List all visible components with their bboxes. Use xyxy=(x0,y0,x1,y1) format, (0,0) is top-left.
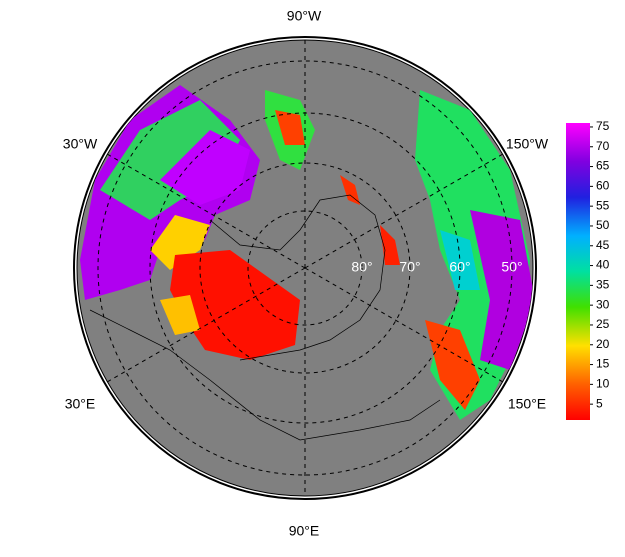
graticule xyxy=(97,40,513,496)
colorbar-tick-label: 50 xyxy=(596,218,610,232)
sea-ice-field xyxy=(80,85,533,420)
colorbar-tick-label: 40 xyxy=(596,258,610,272)
colorbar-tick-label: 10 xyxy=(596,377,610,391)
longitude-labels: 90°W 30°W 150°W 30°E 150°E 90°E xyxy=(63,8,549,539)
colorbar-tick-label: 65 xyxy=(596,159,610,173)
colorbar-tick-label: 60 xyxy=(596,179,610,193)
coastlines xyxy=(89,194,441,441)
longitude-label: 90°W xyxy=(287,8,322,24)
longitude-label: 30°E xyxy=(65,396,96,412)
latitude-label: 50° xyxy=(501,259,522,275)
colorbar-tick-label: 35 xyxy=(596,278,610,292)
latitude-label: 60° xyxy=(449,259,470,275)
colorbar-tick-label: 5 xyxy=(596,396,603,410)
colorbar-tick-label: 20 xyxy=(596,337,610,351)
colorbar-tick-label: 75 xyxy=(596,119,610,133)
colorbar-tick-label: 30 xyxy=(596,297,610,311)
latitude-label: 70° xyxy=(399,259,420,275)
colorbar-gradient xyxy=(566,123,590,420)
latitude-label: 80° xyxy=(351,259,372,275)
polar-map xyxy=(73,36,537,500)
latitude-labels: 80° 70° 60° 50° xyxy=(351,259,522,275)
colorbar-tick-label: 55 xyxy=(596,198,610,212)
colorbar-tick-label: 45 xyxy=(596,238,610,252)
colorbar: 5 10 15 20 25 30 35 40 45 50 55 60 65 70 75 xyxy=(566,119,610,420)
longitude-label: 90°E xyxy=(289,523,320,539)
longitude-label: 150°W xyxy=(506,136,549,152)
colorbar-tick-label: 70 xyxy=(596,139,610,153)
colorbar-tick-label: 15 xyxy=(596,357,610,371)
longitude-label: 150°E xyxy=(508,396,546,412)
colorbar-tick-label: 25 xyxy=(596,317,610,331)
longitude-label: 30°W xyxy=(63,136,98,152)
